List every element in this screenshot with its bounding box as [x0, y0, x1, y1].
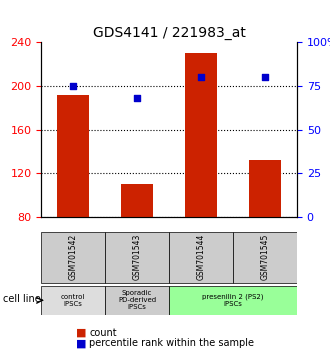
FancyBboxPatch shape [41, 286, 105, 315]
Bar [57, 95, 89, 217]
Point [262, 75, 268, 80]
Bar [121, 184, 153, 217]
Title: GDS4141 / 221983_at: GDS4141 / 221983_at [93, 26, 246, 40]
FancyBboxPatch shape [233, 232, 297, 283]
Point [198, 75, 204, 80]
Point [135, 96, 140, 101]
FancyBboxPatch shape [41, 232, 105, 283]
Text: GSM701545: GSM701545 [260, 234, 270, 280]
Text: percentile rank within the sample: percentile rank within the sample [89, 338, 254, 348]
FancyBboxPatch shape [169, 286, 297, 315]
Text: GSM701543: GSM701543 [133, 234, 142, 280]
Bar [249, 160, 281, 217]
Text: GSM701544: GSM701544 [197, 234, 206, 280]
Text: Sporadic
PD-derived
iPSCs: Sporadic PD-derived iPSCs [118, 290, 156, 310]
FancyBboxPatch shape [105, 232, 169, 283]
Text: count: count [89, 328, 117, 338]
FancyBboxPatch shape [105, 286, 169, 315]
FancyBboxPatch shape [169, 232, 233, 283]
Point [71, 83, 76, 89]
Text: ■: ■ [76, 328, 86, 338]
Bar [185, 53, 217, 217]
Text: GSM701542: GSM701542 [69, 234, 78, 280]
Text: control
IPSCs: control IPSCs [61, 294, 85, 307]
Text: presenilin 2 (PS2)
iPSCs: presenilin 2 (PS2) iPSCs [202, 293, 264, 307]
Text: ■: ■ [76, 338, 86, 348]
Text: cell line: cell line [3, 294, 41, 304]
